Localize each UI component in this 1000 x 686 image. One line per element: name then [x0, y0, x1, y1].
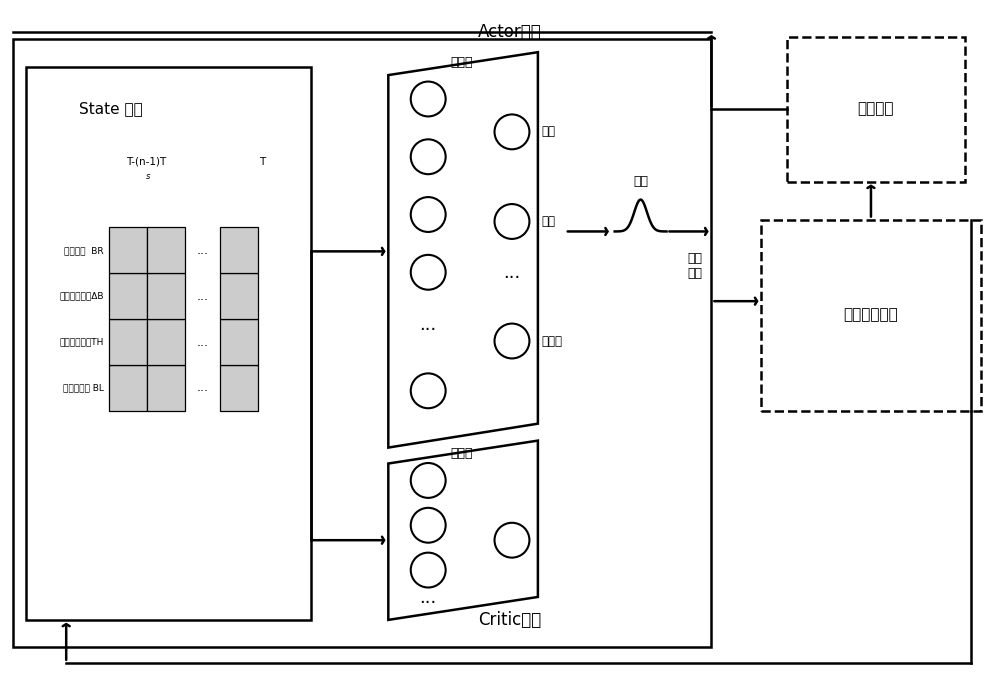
Bar — [109, 273, 147, 319]
Circle shape — [495, 204, 529, 239]
Circle shape — [495, 324, 529, 359]
Text: ...: ... — [196, 289, 208, 303]
Bar — [13, 39, 711, 647]
Polygon shape — [388, 52, 538, 447]
Circle shape — [411, 373, 446, 408]
Bar — [109, 319, 147, 365]
Text: T: T — [260, 156, 266, 167]
Circle shape — [411, 82, 446, 117]
Text: ···: ··· — [420, 321, 437, 339]
Circle shape — [411, 139, 446, 174]
Text: Actor网络: Actor网络 — [478, 23, 542, 41]
Circle shape — [411, 463, 446, 498]
Text: 码率
选择: 码率 选择 — [687, 252, 702, 281]
Text: ...: ... — [196, 244, 208, 257]
Bar — [787, 37, 965, 182]
Bar — [220, 319, 258, 365]
Circle shape — [411, 197, 446, 232]
Text: 平均发送速率TH: 平均发送速率TH — [60, 338, 104, 346]
Text: 均値: 均値 — [542, 215, 556, 228]
Text: ···: ··· — [503, 270, 521, 287]
Bar — [220, 228, 258, 273]
Text: ...: ... — [196, 381, 208, 394]
Bar — [147, 273, 185, 319]
Circle shape — [411, 255, 446, 289]
Polygon shape — [388, 440, 538, 620]
Text: ...: ... — [196, 335, 208, 348]
Text: ···: ··· — [420, 594, 437, 612]
Bar — [147, 319, 185, 365]
Circle shape — [411, 553, 446, 587]
Text: 仿真训练环境: 仿真训练环境 — [844, 307, 898, 322]
Text: State 矩阵: State 矩阵 — [79, 102, 143, 117]
Text: 缓冲区长度 BL: 缓冲区长度 BL — [63, 383, 104, 392]
Bar — [761, 220, 981, 411]
Bar — [26, 67, 311, 620]
Bar — [109, 365, 147, 411]
Bar — [147, 365, 185, 411]
Text: 采样: 采样 — [633, 175, 648, 188]
Text: Critic网络: Critic网络 — [478, 611, 542, 629]
Circle shape — [495, 115, 529, 150]
Bar — [220, 273, 258, 319]
Text: 码率选择  BR: 码率选择 BR — [64, 246, 104, 255]
Bar — [109, 228, 147, 273]
Text: 输出: 输出 — [542, 126, 556, 139]
Text: 标准差: 标准差 — [542, 335, 563, 348]
Text: 隐藏层: 隐藏层 — [451, 56, 473, 69]
Circle shape — [495, 523, 529, 558]
Text: 缓冲区变化量ΔB: 缓冲区变化量ΔB — [60, 292, 104, 300]
Text: 隐藏层: 隐藏层 — [451, 447, 473, 460]
Bar — [147, 228, 185, 273]
Bar — [220, 365, 258, 411]
Text: 奖励函数: 奖励函数 — [858, 102, 894, 117]
Text: T-(n-1)T: T-(n-1)T — [126, 156, 166, 167]
Circle shape — [411, 508, 446, 543]
Text: s: s — [146, 172, 150, 181]
